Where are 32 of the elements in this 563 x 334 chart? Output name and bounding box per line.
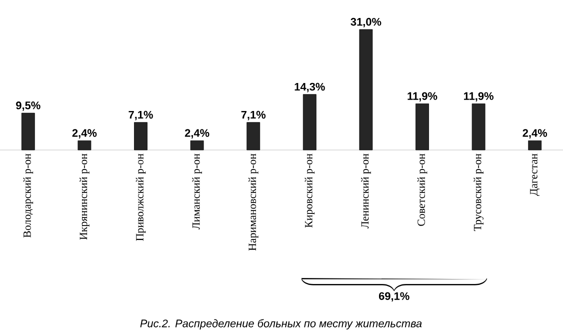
bar [190,140,204,150]
data-label: 14,3% [294,82,325,92]
data-label: 31,0% [350,18,382,28]
data-label: 11,9% [464,92,494,102]
data-label: 2,4% [72,129,97,138]
data-label: 9,5% [16,102,40,111]
text: Рис.2. Распределение больных по месту жительства [140,319,422,330]
x-tick-label: Трусовский р-он [474,154,484,231]
x-tick-label: Советский р-он [417,154,428,226]
bar [528,140,542,150]
bar [78,140,92,150]
x-tick-label: Кировский р-он [304,154,315,228]
x-tick-label: Ленинский р-он [361,154,371,228]
bar [21,112,35,150]
bar [134,122,148,150]
data-label: 11,9% [408,92,438,102]
x-tick-label: Володарский р-он [23,154,34,238]
bar [416,104,429,150]
x-tick-label: Икрянинский р-он [80,154,90,240]
x-tick-label: Дагестан [530,154,540,196]
bar [246,122,260,150]
x-tick-label: Приволжский р-он [136,154,146,241]
data-label: 2,4% [522,129,548,138]
bar [359,29,373,150]
data-label: 2,4% [184,129,210,138]
bar [302,94,316,150]
data-label: 7,1% [128,110,153,120]
x-tick-label: Лиманский р-он [192,154,202,230]
data-label: 7,1% [241,110,266,120]
text: 69,1% [378,292,410,302]
x-tick-label: Наримановский р-он [248,154,258,251]
bar [472,104,486,150]
